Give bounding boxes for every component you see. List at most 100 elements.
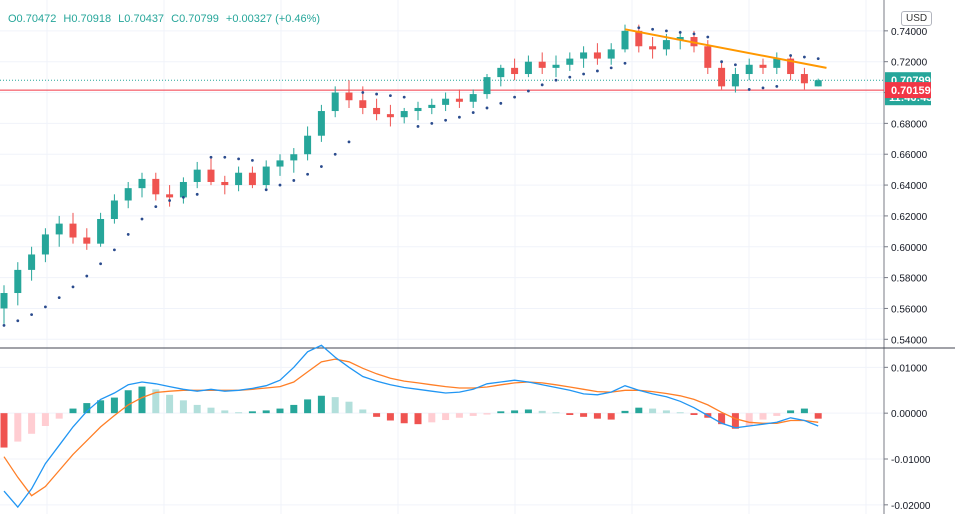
macd-histogram-bar <box>497 411 505 414</box>
sar-dot <box>499 101 503 105</box>
sar-dot <box>168 199 172 202</box>
sar-dot <box>734 63 737 67</box>
candle-body <box>662 40 670 50</box>
macd-histogram-bar <box>800 408 808 414</box>
candle-body <box>248 172 256 186</box>
macd-histogram-bar <box>469 413 477 416</box>
macd-histogram-bar <box>731 413 739 429</box>
candle-body <box>55 223 63 235</box>
sar-dot <box>126 233 130 236</box>
sar-dot <box>140 217 144 221</box>
candle-body <box>497 67 505 78</box>
sar-dot <box>251 158 254 162</box>
candle-body <box>524 61 532 75</box>
macd-histogram-bar <box>110 397 118 414</box>
signal-line <box>3 358 819 497</box>
macd-histogram-bar <box>511 410 519 414</box>
sar-dot <box>444 118 447 122</box>
candle-body <box>731 74 739 87</box>
macd-histogram-bar <box>304 399 312 414</box>
candle-body <box>179 181 187 198</box>
macd-histogram-bar <box>566 413 574 415</box>
ohlc-legend: O0.70472 H0.70918 L0.70437 C0.70799 +0.0… <box>8 13 324 25</box>
macd-histogram-bar <box>166 394 174 414</box>
candle-body <box>593 52 601 59</box>
candle-body <box>152 178 160 195</box>
macd-histogram-bar <box>276 408 284 414</box>
candle-body <box>800 74 808 84</box>
macd-tick-label: -0.01000 <box>891 455 931 466</box>
candle-body <box>345 92 353 101</box>
sar-dot <box>596 69 599 73</box>
candle-body <box>580 52 588 59</box>
sar-dot <box>99 262 102 266</box>
legend-change: +0.00327 (+0.46%) <box>225 13 321 25</box>
sar-dot <box>678 30 682 34</box>
sar-dot <box>416 125 420 128</box>
macd-histogram-bar <box>607 413 615 420</box>
candle-body <box>676 37 684 41</box>
sar-dot <box>458 115 461 119</box>
candle-body <box>428 104 436 108</box>
candle-body <box>304 135 312 155</box>
candle-body <box>511 67 519 75</box>
trendline <box>624 28 827 69</box>
sar-dot <box>278 183 282 187</box>
candle-body <box>262 166 270 186</box>
sar-dot <box>30 313 33 317</box>
macd-histogram-bar <box>331 397 339 414</box>
horizontal-line-tag: 0.70159 <box>885 82 931 99</box>
sar-dot <box>402 95 406 99</box>
macd-histogram-bar <box>745 413 753 426</box>
sar-dot <box>292 179 296 182</box>
macd-histogram-bar <box>373 413 381 417</box>
price-tick-label: 0.54000 <box>891 335 928 346</box>
macd-histogram-bar <box>759 413 767 420</box>
sar-dot <box>430 121 434 125</box>
macd-histogram-bar <box>345 401 353 414</box>
sar-dot <box>720 60 723 64</box>
sar-dot <box>540 83 544 87</box>
macd-histogram-bar <box>400 413 408 424</box>
candle-body <box>166 194 174 198</box>
candle-body <box>649 46 657 50</box>
candle-body <box>193 169 201 182</box>
legend-close: C0.70799 <box>171 13 219 25</box>
candle-body <box>538 61 546 68</box>
macd-histogram-bar <box>152 389 160 414</box>
legend-low: L0.70437 <box>118 13 165 25</box>
macd-histogram-bar <box>193 404 201 414</box>
candle-body <box>759 64 767 68</box>
sar-dot <box>154 205 158 209</box>
macd-histogram-bar <box>359 409 367 414</box>
macd-histogram-bar <box>14 413 22 442</box>
macd-histogram-bar <box>235 412 243 414</box>
sar-dot <box>513 95 516 99</box>
macd-histogram-bar <box>552 412 560 414</box>
macd-histogram-bar <box>414 413 422 425</box>
macd-histogram-bar <box>221 410 229 414</box>
sar-dot <box>665 29 668 33</box>
sar-dot <box>527 89 530 93</box>
price-tick-label: 0.72000 <box>891 58 928 69</box>
sar-dot <box>44 305 47 309</box>
sar-dot <box>223 155 227 159</box>
macd-histogram-bar <box>69 408 77 414</box>
macd-histogram-bar <box>124 390 132 414</box>
sar-dot <box>16 319 20 323</box>
candle-body <box>414 107 422 112</box>
currency-button[interactable]: USD <box>901 11 933 26</box>
candle-body <box>483 77 491 95</box>
candle-body <box>110 200 118 219</box>
macd-histogram-bar <box>317 395 325 414</box>
sar-dot <box>471 111 475 114</box>
price-tick-label: 0.62000 <box>891 212 928 223</box>
sar-dot <box>568 75 572 79</box>
sar-dot <box>637 26 641 30</box>
price-tick-label: 0.58000 <box>891 274 928 285</box>
macd-pane <box>0 344 822 509</box>
candle-body <box>97 218 105 244</box>
candle-body <box>773 58 781 68</box>
macd-histogram-bar <box>455 413 463 418</box>
